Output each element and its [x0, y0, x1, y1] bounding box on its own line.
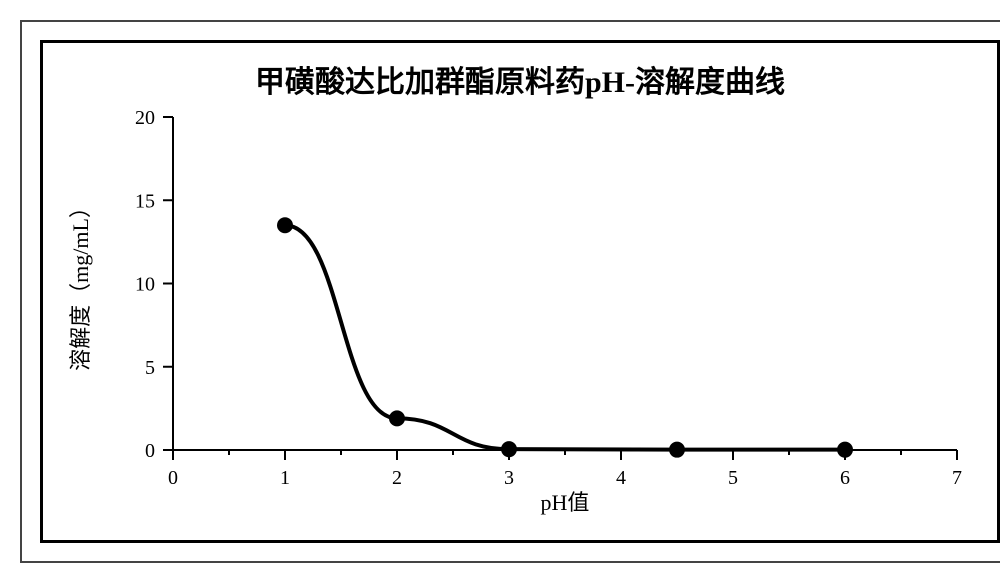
- x-tick-label: 3: [504, 467, 514, 489]
- data-marker: [389, 410, 405, 426]
- y-tick-label: 10: [135, 274, 155, 296]
- chart-svg: 0 1 2 3 4 5 6 7 0 5 10 15 20 pH值 溶解度（mg/mL）: [43, 107, 997, 540]
- x-tick-label: 2: [392, 467, 402, 489]
- x-tick-label: 7: [952, 467, 962, 489]
- data-line: [285, 225, 845, 449]
- y-tick-label: 20: [135, 107, 155, 129]
- data-marker: [669, 442, 685, 458]
- x-tick-label: 1: [280, 467, 290, 489]
- y-axis-label: 溶解度（mg/mL）: [68, 196, 93, 371]
- data-marker: [501, 441, 517, 457]
- x-tick-label: 5: [728, 467, 738, 489]
- data-marker: [837, 442, 853, 458]
- y-tick-label: 15: [135, 190, 155, 212]
- x-tick-label: 6: [840, 467, 850, 489]
- x-tick-label: 0: [168, 467, 178, 489]
- y-tick-label: 0: [145, 440, 155, 462]
- chart-title: 甲磺酸达比加群酯原料药pH-溶解度曲线: [43, 43, 997, 107]
- plot-area: 0 1 2 3 4 5 6 7 0 5 10 15 20 pH值 溶解度（mg/mL）: [43, 107, 997, 540]
- x-tick-label: 4: [616, 467, 626, 489]
- data-marker: [277, 217, 293, 233]
- image-outer-frame: 甲磺酸达比加群酯原料药pH-溶解度曲线 0 1 2 3 4 5 6 7 0 5 10 15 20 pH值 溶…: [20, 20, 1000, 563]
- chart-panel: 甲磺酸达比加群酯原料药pH-溶解度曲线 0 1 2 3 4 5 6 7 0 5 10 15 20 pH值 溶…: [40, 40, 1000, 543]
- x-axis-label: pH值: [541, 490, 590, 515]
- y-tick-label: 5: [145, 357, 155, 379]
